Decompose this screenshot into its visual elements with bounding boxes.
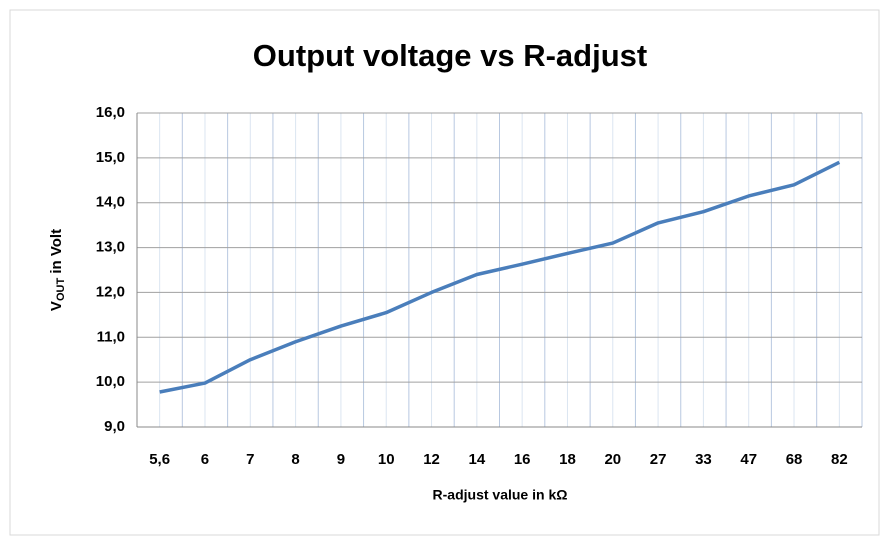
chart-border — [9, 9, 880, 536]
x-tick-label: 20 — [604, 451, 621, 468]
x-tick-label: 6 — [201, 451, 209, 468]
y-tick-label: 11,0 — [97, 328, 125, 345]
x-tick-label: 14 — [469, 451, 486, 468]
y-label-rest: in Volt — [48, 229, 65, 278]
line-series — [159, 160, 841, 394]
x-tick-label: 16 — [514, 451, 531, 468]
x-axis-label: R-adjust value in kΩ — [433, 487, 568, 503]
x-tick-label: 82 — [831, 451, 848, 468]
y-tick-label: 14,0 — [96, 194, 125, 211]
y-tick-label: 16,0 — [96, 104, 125, 121]
x-tick-label: 33 — [695, 451, 712, 468]
y-tick-label: 9,0 — [104, 418, 125, 435]
x-tick-label: 8 — [291, 451, 299, 468]
x-tick-label: 12 — [423, 451, 440, 468]
x-tick-label: 5,6 — [149, 451, 170, 468]
x-tick-label: 18 — [559, 451, 576, 468]
x-tick-label: 68 — [786, 451, 803, 468]
y-axis-label: VOUT in Volt — [48, 229, 67, 311]
y-label-sub: OUT — [55, 278, 67, 302]
y-tick-label: 12,0 — [96, 283, 125, 300]
x-tick-label: 47 — [740, 451, 757, 468]
y-tick-label: 10,0 — [96, 373, 125, 390]
x-tick-label: 27 — [650, 451, 667, 468]
y-tick-label: 15,0 — [96, 149, 125, 166]
chart-title: Output voltage vs R-adjust — [253, 38, 647, 73]
x-tick-label: 9 — [337, 451, 345, 468]
y-label-main: V — [48, 301, 65, 311]
x-tick-label: 7 — [246, 451, 254, 468]
y-tick-label: 13,0 — [96, 239, 125, 256]
x-tick-label: 10 — [378, 451, 395, 468]
